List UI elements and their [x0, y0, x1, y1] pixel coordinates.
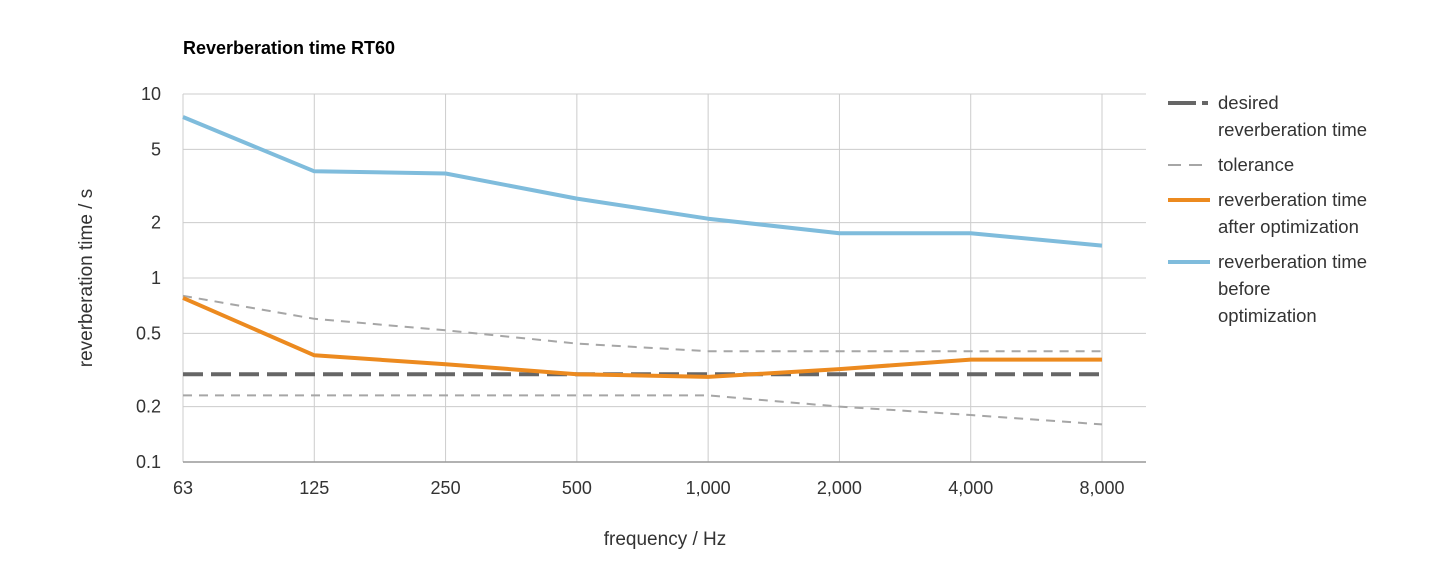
legend-label-0: desired: [1218, 92, 1279, 113]
legend-label-4: before: [1218, 278, 1270, 299]
y-axis-ticks: 0.1 0.2 0.5 1 2 5 10: [136, 84, 161, 472]
y-tick-label: 0.1: [136, 452, 161, 472]
legend: desired reverberation time tolerance reverb…: [1168, 92, 1367, 326]
legend-label-4: optimization: [1218, 305, 1317, 326]
x-tick-label: 4,000: [948, 478, 993, 498]
series-lines: [182, 115, 1103, 426]
series-line-4: [182, 115, 1103, 248]
series-line-1: [182, 294, 1102, 353]
legend-label-3: reverberation time: [1218, 189, 1367, 210]
legend-label-3: after optimization: [1218, 216, 1359, 237]
x-tick-label: 1,000: [686, 478, 731, 498]
series-line-2: [183, 394, 1103, 426]
x-tick-label: 500: [562, 478, 592, 498]
legend-label-4: reverberation time: [1218, 251, 1367, 272]
y-tick-label: 0.2: [136, 397, 161, 417]
y-tick-label: 10: [141, 84, 161, 104]
series-line-3: [182, 296, 1102, 379]
legend-label-1: tolerance: [1218, 154, 1294, 175]
y-tick-label: 5: [151, 139, 161, 159]
x-tick-label: 2,000: [817, 478, 862, 498]
x-tick-label: 250: [431, 478, 461, 498]
x-tick-label: 63: [173, 478, 193, 498]
y-tick-label: 1: [151, 268, 161, 288]
y-tick-label: 2: [151, 213, 161, 233]
legend-label-0: reverberation time: [1218, 119, 1367, 140]
y-axis-label: reverberation time / s: [76, 189, 97, 367]
chart-title: Reverberation time RT60: [183, 38, 395, 58]
y-tick-label: 0.5: [136, 323, 161, 343]
x-axis-ticks: 63 125 250 500 1,000 2,000 4,000 8,000: [173, 478, 1125, 498]
x-tick-label: 125: [299, 478, 329, 498]
x-axis-label: frequency / Hz: [604, 529, 727, 550]
grid: [182, 93, 1146, 463]
x-tick-label: 8,000: [1079, 478, 1124, 498]
